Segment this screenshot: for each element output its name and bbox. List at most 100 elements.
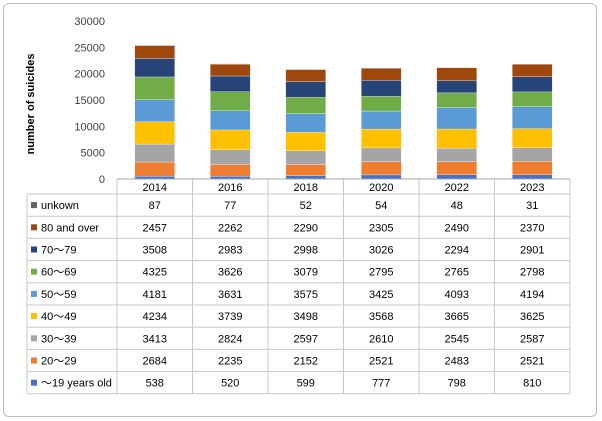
y-tick-label: 5000 — [81, 148, 105, 160]
data-label: 2824 — [218, 333, 242, 345]
legend-label: 60～69 — [41, 267, 76, 279]
data-label: 3665 — [445, 311, 469, 323]
bar-segment — [361, 96, 402, 112]
bar-segment — [512, 64, 553, 77]
data-label: 2370 — [520, 222, 544, 234]
data-label: 2998 — [294, 245, 318, 257]
bar-segment — [436, 92, 477, 108]
data-label: 3739 — [218, 311, 242, 323]
legend-swatch — [31, 313, 37, 320]
data-label: 4181 — [143, 289, 167, 301]
data-label: 3631 — [218, 289, 242, 301]
bar-segment — [436, 80, 477, 94]
bar-segment — [134, 161, 175, 177]
x-tick-label: 2023 — [520, 182, 544, 194]
x-tick-label: 2020 — [369, 182, 393, 194]
legend-label: 50～59 — [41, 289, 76, 301]
x-tick-label: 2014 — [143, 182, 167, 194]
data-label: 2587 — [520, 333, 544, 345]
data-label: 3425 — [369, 289, 393, 301]
bar-segment — [210, 149, 251, 165]
legend-swatch — [31, 357, 37, 364]
bar-segment — [512, 106, 553, 129]
bar-segment — [134, 99, 175, 122]
data-label: 3413 — [143, 333, 167, 345]
data-label: 2235 — [218, 356, 242, 368]
legend-label: 40～49 — [41, 311, 76, 323]
data-label: 54 — [375, 200, 387, 212]
data-label: 2798 — [520, 267, 544, 279]
data-label: 2262 — [218, 222, 242, 234]
legend-swatch — [31, 246, 37, 253]
chart-frame — [3, 3, 597, 417]
legend-swatch — [31, 335, 37, 342]
bar-segment — [285, 150, 326, 165]
bar-segment — [285, 81, 326, 98]
legend-label: unkown — [41, 200, 79, 212]
data-label: 3498 — [294, 311, 318, 323]
legend-label: ～19 years old — [41, 378, 112, 390]
data-label: 3508 — [143, 245, 167, 257]
y-tick-label: 0 — [99, 174, 105, 186]
bar-segment — [285, 69, 326, 82]
bar-segment — [512, 76, 553, 93]
data-label: 48 — [451, 200, 463, 212]
bar-segment — [134, 143, 175, 163]
bar-segment — [134, 58, 175, 78]
data-label: 3626 — [218, 267, 242, 279]
data-label: 777 — [372, 378, 390, 390]
bar-segment — [361, 80, 402, 97]
bar-segment — [361, 68, 402, 81]
bar-segment — [361, 161, 402, 176]
bar-segment — [512, 161, 553, 175]
bar-segment — [436, 107, 477, 130]
bar-segment — [436, 67, 477, 81]
data-label: 52 — [300, 200, 312, 212]
y-axis-label: number of suicides — [25, 54, 37, 155]
bar-segment — [285, 164, 326, 176]
bar-segment — [361, 147, 402, 162]
bar-segment — [134, 121, 175, 145]
bar-segment — [436, 128, 477, 149]
bar-segment — [210, 91, 251, 111]
legend-swatch — [31, 290, 37, 297]
data-label: 4325 — [143, 267, 167, 279]
data-label: 2597 — [294, 333, 318, 345]
bar-segment — [361, 174, 402, 180]
bar-segment — [512, 128, 553, 148]
bar-segment — [210, 63, 251, 77]
data-label: 599 — [297, 378, 315, 390]
data-label: 87 — [149, 200, 161, 212]
bar-segment — [210, 75, 251, 92]
bar-segment — [512, 147, 553, 162]
data-label: 2490 — [445, 222, 469, 234]
x-tick-label: 2022 — [445, 182, 469, 194]
bar-segment — [436, 174, 477, 180]
data-label: 2983 — [218, 245, 242, 257]
y-tick-label: 10000 — [74, 121, 105, 133]
data-label: 4234 — [143, 311, 167, 323]
data-label: 3079 — [294, 267, 318, 279]
y-tick-label: 15000 — [74, 95, 105, 107]
data-label: 4194 — [520, 289, 544, 301]
legend-swatch — [31, 268, 37, 275]
data-label: 2152 — [294, 356, 318, 368]
data-label: 520 — [221, 378, 239, 390]
legend-label: 30～39 — [41, 333, 76, 345]
x-tick-label: 2018 — [294, 182, 318, 194]
x-tick-label: 2016 — [218, 182, 242, 194]
data-label: 77 — [224, 200, 236, 212]
bar-segment — [361, 128, 402, 149]
bar-segment — [134, 45, 175, 59]
data-label: 2795 — [369, 267, 393, 279]
legend-label: 80 and over — [41, 222, 99, 234]
legend-swatch — [31, 202, 37, 209]
data-label: 4093 — [445, 289, 469, 301]
bar-segment — [285, 132, 326, 151]
bar-segment — [512, 174, 553, 180]
bar-segment — [436, 161, 477, 175]
data-label: 538 — [146, 378, 164, 390]
bar-segment — [210, 129, 251, 150]
bar-segment — [210, 110, 251, 131]
